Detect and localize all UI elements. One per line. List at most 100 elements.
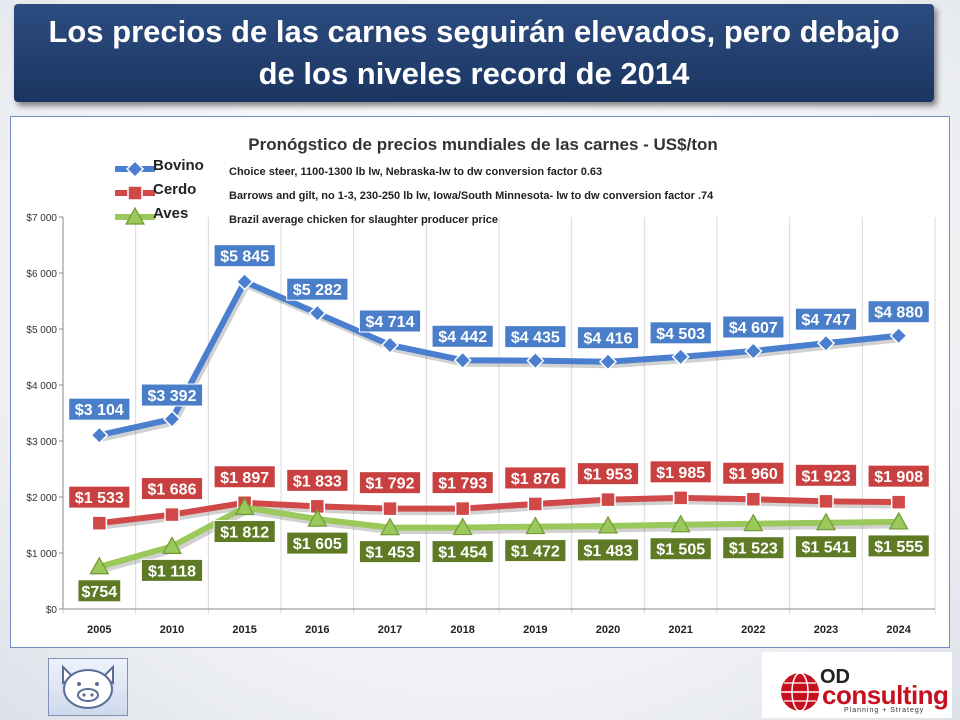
brand-od: OD	[820, 666, 850, 688]
aves-data-label: $754	[82, 584, 118, 601]
bovino-data-label-box	[213, 244, 276, 268]
x-tick-label: 2023	[814, 624, 838, 636]
x-tick-label: 2017	[378, 624, 402, 636]
legend-bovino-description: Choice steer, 1100-1300 lb lw, Nebraska-…	[229, 166, 602, 178]
cerdo-line	[98, 494, 899, 527]
bovino-point	[816, 334, 836, 353]
od-consulting-logo: OD consulting Planning + Strategy	[762, 652, 952, 718]
legend-aves-point	[124, 206, 146, 225]
slide-title-banner: Los precios de las carnes seguirán eleva…	[14, 4, 934, 102]
cerdo-data-label-box	[576, 462, 640, 486]
y-tick-label: $7 000	[26, 213, 57, 224]
bovino-point	[744, 341, 763, 361]
bovino-data-label: $4 442	[438, 329, 487, 346]
aves-data-label: $1 118	[148, 563, 196, 580]
aves-data-label: $1 812	[220, 525, 269, 542]
aves-point	[161, 536, 183, 554]
bovino-data-label: $3 104	[75, 402, 124, 419]
bovino-point	[90, 426, 109, 445]
cerdo-point	[91, 515, 108, 531]
legend-aves-name: Aves	[153, 205, 188, 222]
cerdo-data-label: $1 960	[729, 466, 778, 483]
bovino-data-label: $4 435	[511, 330, 560, 347]
bovino-data-label: $4 503	[656, 326, 705, 343]
cerdo-point	[164, 506, 180, 523]
aves-point	[89, 556, 110, 575]
aves-point	[670, 514, 691, 533]
aves-data-label-box	[431, 540, 494, 564]
legend-aves-description: Brazil average chicken for slaughter pro…	[229, 214, 498, 226]
bovino-point	[889, 326, 908, 345]
bovino-data-label-box	[867, 300, 930, 324]
y-tick-label: $3 000	[26, 437, 57, 448]
cerdo-data-label: $1 792	[366, 476, 415, 493]
bovino-point	[380, 335, 400, 355]
pig-logo	[48, 658, 128, 716]
cerdo-data-label: $1 953	[584, 467, 633, 484]
cerdo-point	[745, 491, 762, 507]
aves-data-label: $1 523	[729, 541, 778, 558]
aves-data-label-box	[794, 535, 858, 559]
y-tick-label: $2 000	[26, 493, 57, 504]
cerdo-data-label: $1 985	[656, 465, 705, 482]
bovino-data-label-box	[68, 397, 131, 421]
aves-data-label-box	[358, 540, 422, 564]
aves-point	[452, 517, 473, 536]
cerdo-data-label: $1 833	[293, 473, 342, 490]
aves-data-label: $1 605	[293, 536, 342, 553]
bovino-data-label-box	[722, 315, 785, 339]
bovino-data-label-box	[358, 309, 422, 333]
aves-data-label-box	[722, 536, 785, 560]
aves-point	[743, 513, 764, 532]
aves-data-label: $1 555	[874, 539, 923, 556]
bovino-data-label-box	[576, 326, 640, 350]
y-tick-label: $0	[46, 605, 58, 616]
cerdo-data-label: $1 923	[802, 468, 851, 485]
bovino-data-label-box	[649, 321, 712, 345]
cerdo-data-label-box	[431, 471, 494, 495]
bovino-data-label: $5 845	[220, 249, 269, 266]
aves-data-label-box	[649, 537, 712, 561]
aves-line	[98, 504, 899, 570]
aves-data-label: $1 505	[656, 542, 705, 559]
x-tick-label: 2019	[523, 624, 547, 636]
bovino-point	[308, 304, 327, 323]
legend-bovino-name: Bovino	[153, 157, 204, 174]
aves-point	[379, 517, 401, 536]
cerdo-data-label-box	[794, 463, 858, 487]
aves-point	[307, 508, 328, 527]
bovino-data-label: $4 880	[874, 305, 923, 322]
cerdo-point	[454, 500, 471, 517]
x-tick-label: 2020	[596, 624, 620, 636]
brand-name: consulting	[822, 680, 949, 710]
bovino-data-label-box	[794, 307, 858, 331]
legend-cerdo-name: Cerdo	[153, 181, 196, 198]
cerdo-data-label-box	[140, 477, 204, 501]
cerdo-data-label-box	[504, 466, 567, 490]
cerdo-data-label-box	[358, 471, 422, 495]
cerdo-data-label-box	[722, 461, 785, 485]
cerdo-data-label-box	[286, 468, 349, 492]
cerdo-point	[890, 494, 907, 510]
cerdo-point	[818, 493, 834, 510]
bovino-point	[235, 272, 254, 291]
bovino-point	[526, 351, 545, 370]
y-tick-label: $1 000	[26, 549, 57, 560]
aves-data-label: $1 454	[438, 545, 487, 562]
bovino-line	[98, 278, 899, 439]
chart-title: Pronógstico de precios mundiales de las …	[248, 135, 718, 154]
x-tick-label: 2021	[668, 624, 692, 636]
bovino-data-label-box	[286, 277, 349, 301]
aves-data-label-box	[77, 579, 122, 603]
bovino-data-label-box	[431, 324, 494, 348]
bovino-data-label: $4 714	[366, 314, 415, 331]
legend-cerdo-point	[127, 185, 143, 201]
y-tick-label: $6 000	[26, 269, 57, 280]
cerdo-data-label-box	[649, 460, 712, 484]
bovino-data-label: $4 416	[584, 331, 633, 348]
slide-title-line1: Los precios de las carnes seguirán eleva…	[48, 14, 900, 49]
aves-data-label: $1 483	[584, 543, 633, 560]
aves-data-label-box	[140, 558, 204, 582]
x-tick-label: 2018	[450, 624, 474, 636]
aves-point	[888, 511, 909, 530]
